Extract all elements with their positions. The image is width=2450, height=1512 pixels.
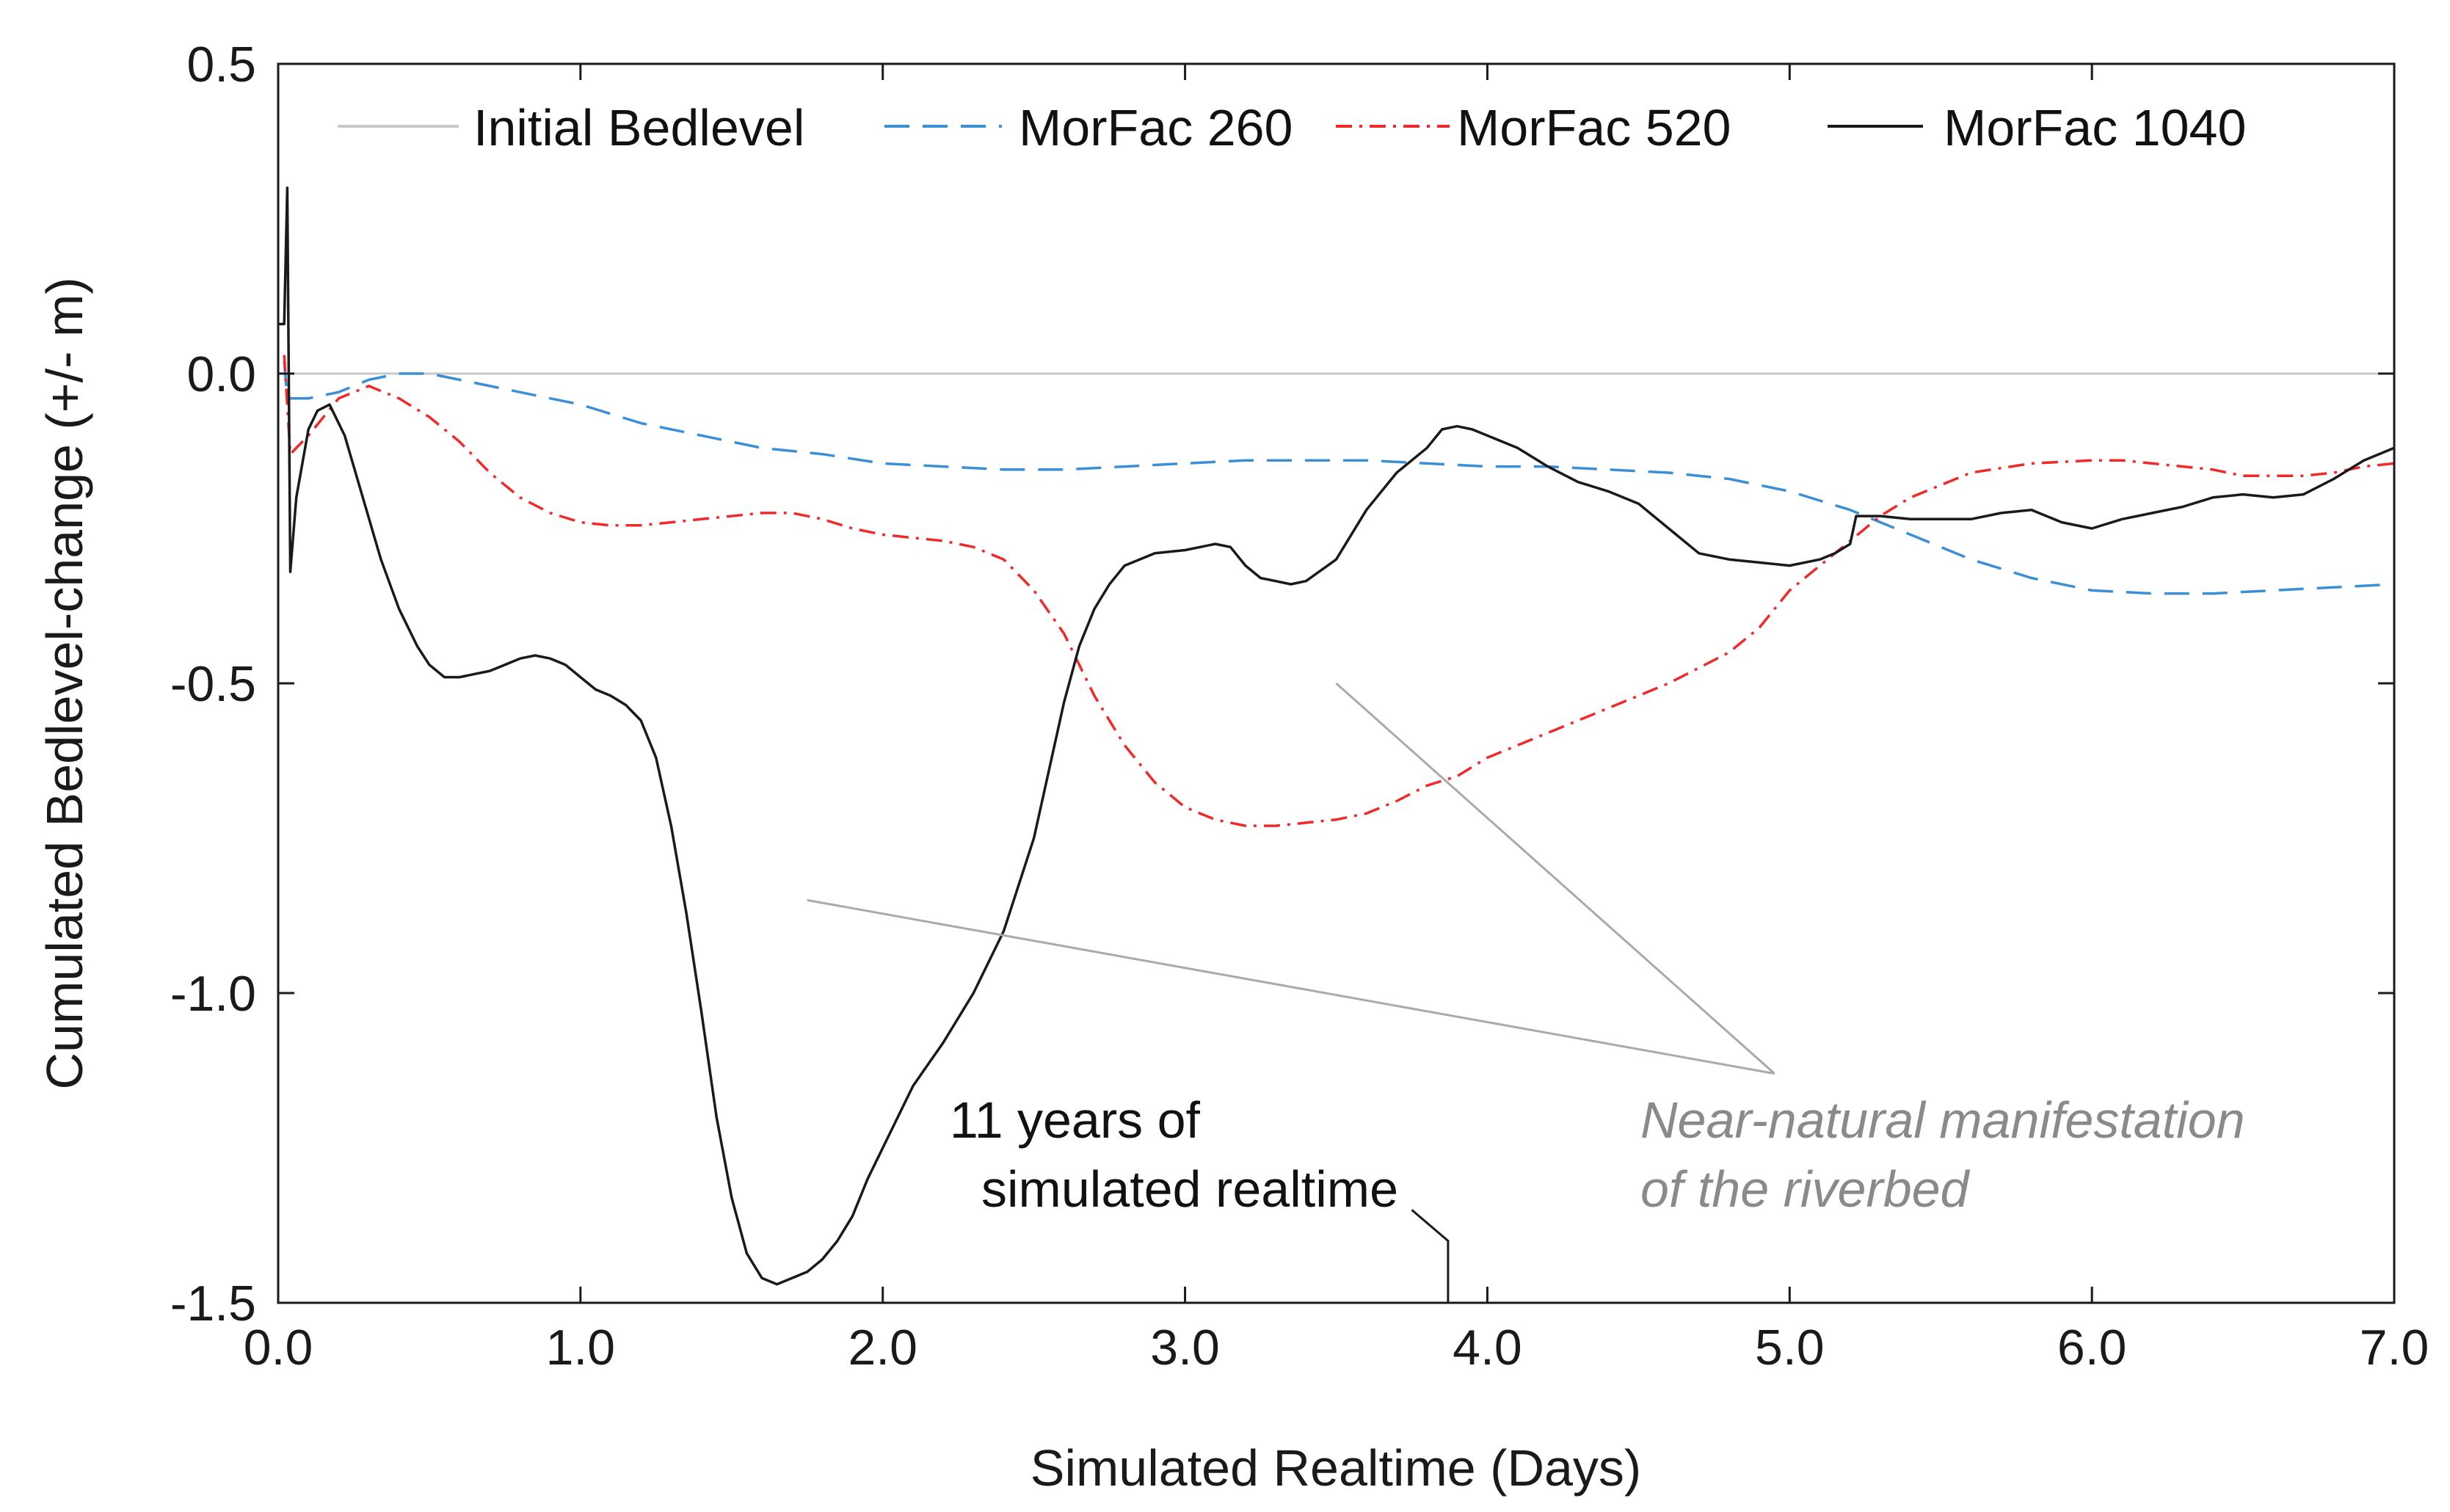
legend: Initial Bedlevel MorFac 260 MorFac 520 M… bbox=[338, 99, 2246, 156]
series-line-morfac-260 bbox=[283, 360, 2395, 595]
y-axis-title: Cumulated Bedlevel-change (+/- m) bbox=[36, 277, 93, 1090]
legend-label-morfac-520: MorFac 520 bbox=[1457, 99, 1731, 156]
x-tick-label: 4.0 bbox=[1453, 1320, 1522, 1375]
annotation-riverbed: Near-natural manifestation of the riverb… bbox=[1640, 1091, 2245, 1218]
y-tick-label: 0.5 bbox=[186, 37, 256, 92]
legend-label-initial-bedlevel: Initial Bedlevel bbox=[473, 99, 804, 156]
y-tick-label: -1.0 bbox=[170, 966, 256, 1022]
annotation-leaders bbox=[807, 682, 1775, 1303]
x-tick-label: 7.0 bbox=[2360, 1320, 2429, 1375]
annotation-realtime-line-1: 11 years of bbox=[950, 1091, 1201, 1149]
annotation-riverbed-line-1: Near-natural manifestation bbox=[1640, 1091, 2245, 1149]
x-tick-label: 5.0 bbox=[1755, 1320, 1825, 1375]
x-tick-label: 0.0 bbox=[244, 1320, 313, 1375]
y-tick-label: 0.0 bbox=[186, 346, 256, 402]
annotation-riverbed-line-2: of the riverbed bbox=[1640, 1160, 1971, 1218]
annotation-leader-3 bbox=[1411, 1209, 1450, 1303]
annotation-realtime-line-2: simulated realtime bbox=[981, 1160, 1398, 1218]
series-line-morfac-520 bbox=[283, 355, 2395, 827]
series-line-morfac-1040 bbox=[278, 186, 2395, 1286]
legend-label-morfac-1040: MorFac 1040 bbox=[1944, 99, 2246, 156]
x-tick-label: 3.0 bbox=[1150, 1320, 1220, 1375]
y-tick-label: -0.5 bbox=[170, 656, 256, 712]
legend-label-morfac-260: MorFac 260 bbox=[1019, 99, 1293, 156]
x-tick-label: 2.0 bbox=[848, 1320, 917, 1375]
series-layer bbox=[278, 186, 2395, 1286]
x-axis-title: Simulated Realtime (Days) bbox=[1030, 1439, 1641, 1497]
x-tick-label: 1.0 bbox=[546, 1320, 616, 1375]
annotation-leader-2 bbox=[1335, 682, 1775, 1075]
annotation-realtime: 11 years of simulated realtime bbox=[950, 1091, 1398, 1218]
annotation-leader-1 bbox=[807, 898, 1775, 1075]
axis-ticks: 0.0 1.0 2.0 3.0 4.0 5.0 6.0 7.0 0.5 0.0 -0.5 -1.0 -1… bbox=[170, 37, 2429, 1375]
x-tick-label: 6.0 bbox=[2057, 1320, 2127, 1375]
y-tick-label: -1.5 bbox=[170, 1276, 256, 1331]
